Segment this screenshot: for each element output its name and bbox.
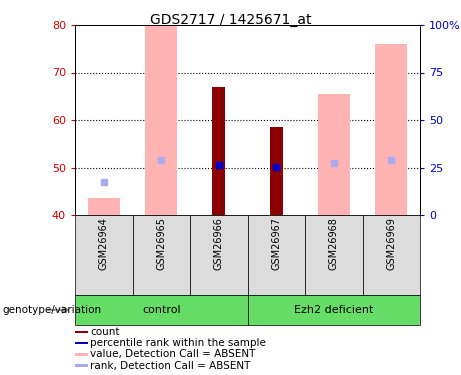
Bar (318, 94, 349, 215)
Text: GSM26964: GSM26964 (99, 217, 109, 270)
Text: GSM26968: GSM26968 (329, 217, 339, 270)
Text: count: count (90, 327, 120, 337)
Bar (145, 25, 177, 215)
Bar (88, 198, 119, 215)
Bar (248, 295, 420, 325)
Bar (362, 215, 420, 295)
Text: Ezh2 deficient: Ezh2 deficient (294, 305, 373, 315)
Text: percentile rank within the sample: percentile rank within the sample (90, 338, 266, 348)
Bar (305, 215, 362, 295)
Text: GSM26966: GSM26966 (214, 217, 224, 270)
Text: rank, Detection Call = ABSENT: rank, Detection Call = ABSENT (90, 361, 251, 370)
Bar (270, 127, 283, 215)
Text: value, Detection Call = ABSENT: value, Detection Call = ABSENT (90, 350, 255, 359)
Text: control: control (142, 305, 181, 315)
Bar (75, 342, 89, 344)
Bar (75, 215, 132, 295)
Bar (75, 353, 89, 356)
Bar (248, 215, 305, 295)
Bar (132, 215, 190, 295)
Text: GDS2717 / 1425671_at: GDS2717 / 1425671_at (150, 13, 311, 27)
Bar (75, 295, 248, 325)
Bar (75, 364, 89, 367)
Bar (213, 87, 225, 215)
Bar (75, 331, 89, 333)
Text: GSM26969: GSM26969 (386, 217, 396, 270)
Text: GSM26967: GSM26967 (271, 217, 281, 270)
Text: GSM26965: GSM26965 (156, 217, 166, 270)
Text: genotype/variation: genotype/variation (2, 305, 101, 315)
Bar (375, 44, 407, 215)
Bar (190, 215, 248, 295)
